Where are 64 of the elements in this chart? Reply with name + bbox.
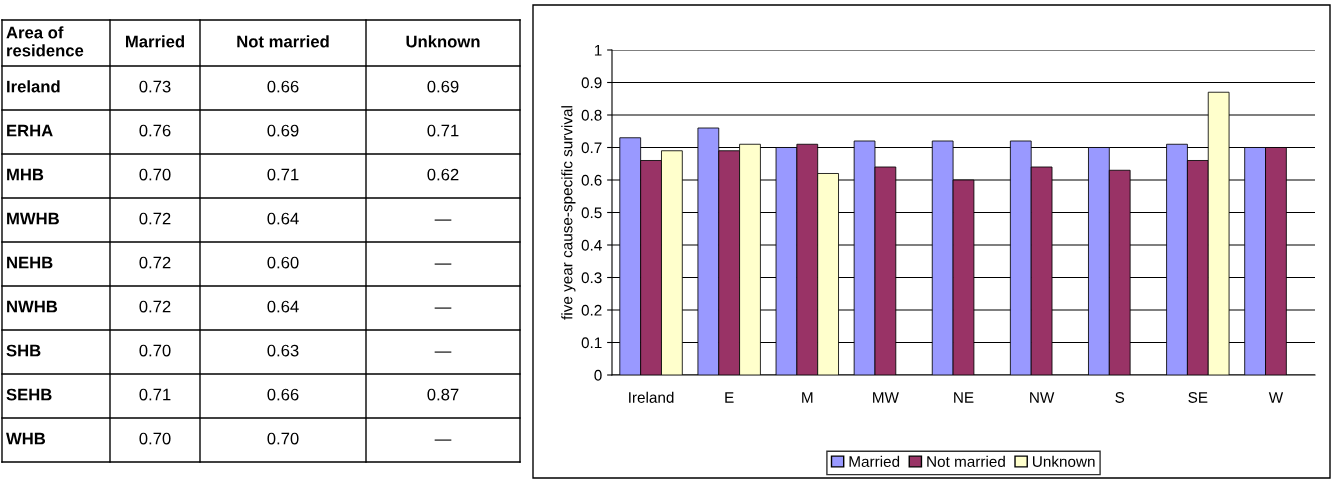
text: 0.60	[267, 256, 299, 269]
y-tick-label: 0.1	[581, 337, 602, 349]
legend-label: Unknown	[1033, 455, 1095, 468]
text: —	[434, 219, 452, 221]
y-tick-label: 0.8	[581, 109, 602, 121]
y-tick-label: 0.7	[581, 142, 602, 154]
category-label: NEHB	[7, 256, 53, 269]
text: —	[434, 263, 452, 265]
y-tick-label: 0.6	[581, 174, 602, 186]
text: —	[434, 351, 452, 353]
category-label: SHB	[6, 344, 41, 357]
category-label: SEHB	[6, 388, 52, 401]
x-tick-label: E	[725, 392, 734, 403]
text: 0.71	[267, 168, 299, 181]
x-tick-label: SE	[1188, 392, 1208, 403]
y-tick-label: 0.3	[581, 272, 602, 284]
text: 0.72	[139, 300, 171, 313]
category-label: Area of residence	[6, 26, 84, 57]
text: 0.70	[267, 432, 299, 445]
text: 0.64	[267, 212, 299, 225]
text: 0.71	[427, 124, 459, 137]
category-label: MHB	[7, 168, 44, 181]
text: 0.72	[139, 212, 171, 225]
legend-label: Not married	[927, 455, 1005, 468]
category-label: Unknown	[406, 35, 480, 48]
x-tick-label: NE	[954, 392, 974, 403]
category-label: MWHB	[7, 212, 59, 225]
y-tick-label: 0	[594, 369, 602, 381]
text: 0.63	[267, 344, 299, 357]
x-tick-label: S	[1115, 392, 1125, 403]
text: —	[434, 439, 452, 441]
text: 0.66	[267, 388, 299, 401]
y-tick-label: 0.5	[581, 207, 602, 219]
text: 0.73	[139, 80, 171, 93]
category-label: Ireland	[7, 80, 60, 93]
y-axis-title: five year cause-specific survival	[561, 106, 576, 320]
y-tick-label: 0.9	[581, 77, 602, 89]
text: 0.87	[427, 388, 459, 401]
text: —	[434, 307, 452, 309]
text: 0.76	[139, 124, 171, 137]
y-tick-label: 0.2	[581, 304, 602, 316]
category-label: NWHB	[7, 300, 58, 313]
x-tick-label: NW	[1030, 392, 1055, 403]
text: 0.64	[267, 300, 299, 313]
category-label: WHB	[6, 432, 46, 445]
text: 0.62	[427, 168, 459, 181]
text: 0.70	[139, 344, 171, 357]
legend-label: Married	[849, 455, 900, 468]
x-tick-label: MW	[873, 392, 899, 403]
text: 0.71	[139, 388, 171, 401]
text: 0.70	[139, 168, 171, 181]
x-tick-label: Ireland	[629, 391, 674, 403]
x-tick-label: M	[802, 392, 813, 403]
x-tick-label: W	[1268, 392, 1284, 403]
category-label: Married	[126, 35, 185, 48]
text: 0.70	[139, 432, 171, 445]
text: 0.69	[267, 124, 299, 137]
category-label: ERHA	[7, 124, 53, 137]
category-label: Not married	[237, 35, 329, 48]
text: 0.69	[427, 80, 459, 93]
y-tick-label: 0.4	[581, 239, 602, 251]
y-tick-label: 1	[594, 45, 602, 56]
text: 0.66	[267, 80, 299, 93]
text: 0.72	[139, 256, 171, 269]
